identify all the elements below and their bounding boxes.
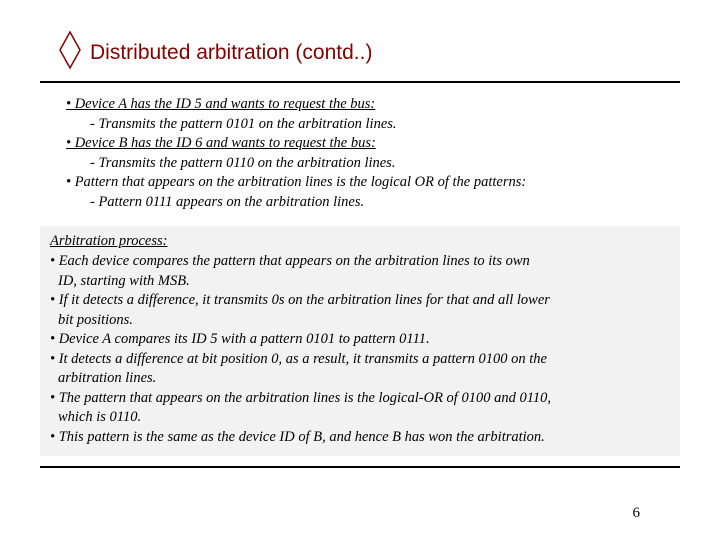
process-line: • The pattern that appears on the arbitr… (50, 389, 670, 409)
slide-header: Distributed arbitration (contd..) (58, 30, 680, 75)
process-line: ID, starting with MSB. (50, 272, 670, 292)
process-line: which is 0110. (50, 408, 670, 428)
process-line: • It detects a difference at bit positio… (50, 350, 670, 370)
example-line: - Transmits the pattern 0110 on the arbi… (66, 154, 680, 174)
process-heading: Arbitration process: (50, 232, 670, 252)
slide-title: Distributed arbitration (contd..) (90, 41, 372, 65)
example-line: • Device A has the ID 5 and wants to req… (66, 95, 680, 115)
page-number: 6 (633, 505, 641, 522)
section-process: Arbitration process: • Each device compa… (40, 226, 680, 455)
process-line: • This pattern is the same as the device… (50, 428, 670, 448)
diamond-icon (58, 30, 82, 75)
process-line: • Device A compares its ID 5 with a patt… (50, 330, 670, 350)
example-line: - Pattern 0111 appears on the arbitratio… (66, 193, 680, 213)
process-line: • If it detects a difference, it transmi… (50, 291, 670, 311)
bottom-rule (40, 466, 680, 468)
top-rule (40, 81, 680, 83)
process-line: arbitration lines. (50, 369, 670, 389)
example-line: • Pattern that appears on the arbitratio… (66, 173, 680, 193)
process-line: bit positions. (50, 311, 670, 331)
example-line: • Device B has the ID 6 and wants to req… (66, 134, 680, 154)
process-line: • Each device compares the pattern that … (50, 252, 670, 272)
section-example: • Device A has the ID 5 and wants to req… (40, 95, 680, 212)
example-line: - Transmits the pattern 0101 on the arbi… (66, 115, 680, 135)
